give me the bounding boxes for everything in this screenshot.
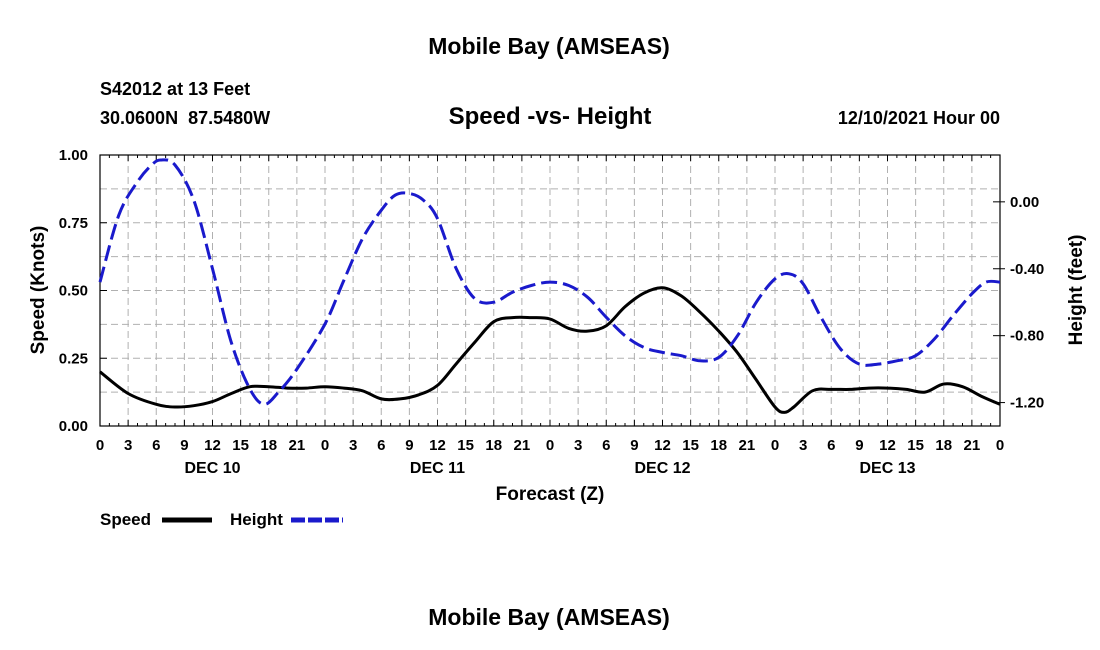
y-tick-label-left: 0.75 [59, 215, 88, 232]
y-tick-label-left: 1.00 [59, 147, 88, 164]
x-tick-label: 3 [124, 437, 132, 454]
x-tick-label: 18 [710, 437, 727, 454]
x-tick-label: 21 [739, 437, 756, 454]
x-tick-label: 15 [457, 437, 474, 454]
station-id: S42012 at 13 Feet [100, 79, 250, 99]
y-tick-label-right: -0.40 [1010, 261, 1044, 278]
y-axis-title-right: Height (feet) [1066, 235, 1087, 346]
series-lines [98, 158, 1001, 414]
x-tick-label: 0 [996, 437, 1004, 454]
x-day-label: DEC 10 [184, 460, 240, 477]
x-tick-label: 12 [654, 437, 671, 454]
x-tick-label: 9 [180, 437, 188, 454]
series-line-speed [99, 286, 1001, 414]
x-tick-label: 18 [935, 437, 952, 454]
y-tick-label-right: -0.80 [1010, 328, 1044, 345]
grid [100, 155, 1000, 426]
y-tick-label-left: 0.25 [59, 350, 88, 367]
x-tick-label: 9 [855, 437, 863, 454]
x-day-label: DEC 11 [410, 460, 465, 477]
page-title-bottom: Mobile Bay (AMSEAS) [428, 604, 670, 630]
y-axis-title-left: Speed (Knots) [28, 226, 49, 355]
x-tick-label: 0 [546, 437, 554, 454]
legend: Speed Height [100, 510, 343, 529]
x-axis-title: Forecast (Z) [496, 484, 605, 505]
series-line-height [98, 158, 1001, 406]
x-tick-label: 3 [799, 437, 807, 454]
x-tick-label: 3 [574, 437, 582, 454]
x-tick-label: 6 [377, 437, 385, 454]
x-tick-label: 12 [204, 437, 221, 454]
x-tick-label: 12 [879, 437, 896, 454]
tick-labels: 0 3 6 9 12 15 18 21 0 3 6 9 12 15 18 21 0 3 6 9 12 15 18 21 0 3 6 9… [59, 147, 1044, 477]
x-tick-label: 0 [321, 437, 329, 454]
legend-height-label: Height [230, 510, 283, 529]
x-tick-label: 15 [907, 437, 924, 454]
x-tick-label: 18 [485, 437, 502, 454]
x-tick-label: 3 [349, 437, 357, 454]
x-tick-label: 21 [514, 437, 531, 454]
x-tick-label: 15 [232, 437, 249, 454]
chart-title: Speed -vs- Height [449, 103, 652, 130]
forecast-datetime: 12/10/2021 Hour 00 [838, 108, 1000, 128]
x-tick-label: 21 [289, 437, 306, 454]
x-tick-label: 6 [152, 437, 160, 454]
x-tick-label: 18 [260, 437, 277, 454]
x-tick-label: 6 [827, 437, 835, 454]
x-tick-label: 15 [682, 437, 699, 454]
y-tick-label-right: 0.00 [1010, 194, 1039, 211]
y-tick-label-right: -1.20 [1010, 395, 1044, 412]
y-tick-label-left: 0.50 [59, 283, 88, 300]
x-tick-label: 6 [602, 437, 610, 454]
station-coords: 30.0600N 87.5480W [100, 108, 270, 128]
x-day-label: DEC 12 [634, 460, 690, 477]
page-title-top: Mobile Bay (AMSEAS) [428, 33, 670, 59]
y-tick-label-left: 0.00 [59, 418, 88, 435]
x-day-label: DEC 13 [859, 460, 915, 477]
axis-ticks [99, 154, 1005, 427]
x-tick-label: 21 [964, 437, 981, 454]
x-tick-label: 9 [630, 437, 638, 454]
x-tick-label: 0 [96, 437, 104, 454]
x-tick-label: 0 [771, 437, 779, 454]
legend-speed-label: Speed [100, 510, 151, 529]
x-tick-label: 9 [405, 437, 413, 454]
x-tick-label: 12 [429, 437, 446, 454]
